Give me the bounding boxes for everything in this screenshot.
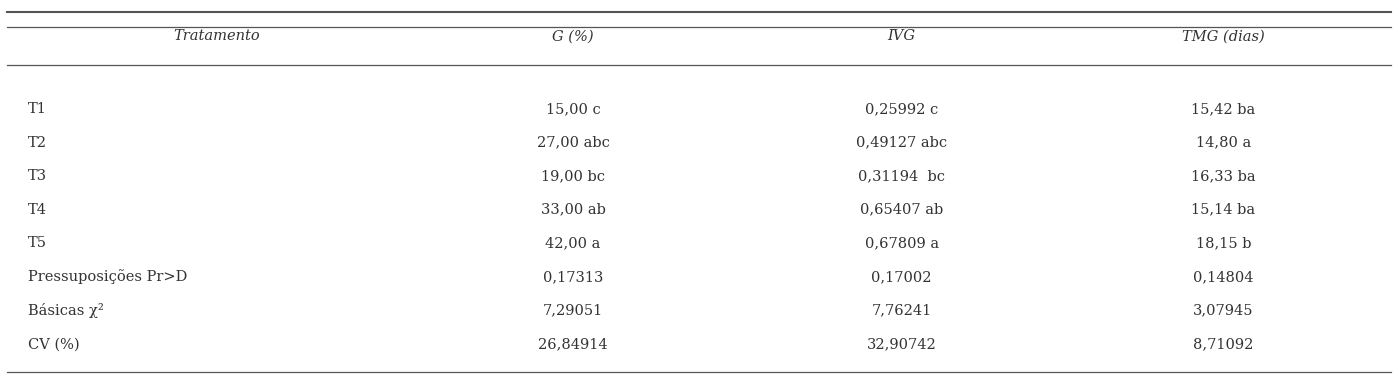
Text: 0,17002: 0,17002 [871,270,932,284]
Text: CV (%): CV (%) [28,337,80,351]
Text: 0,67809 a: 0,67809 a [864,237,939,250]
Text: T1: T1 [28,102,48,116]
Text: 8,71092: 8,71092 [1192,337,1254,351]
Text: T5: T5 [28,237,48,250]
Text: T3: T3 [28,169,48,183]
Text: 0,14804: 0,14804 [1192,270,1254,284]
Text: T2: T2 [28,136,48,149]
Text: 0,49127 abc: 0,49127 abc [856,136,948,149]
Text: 16,33 ba: 16,33 ba [1191,169,1255,183]
Text: 27,00 abc: 27,00 abc [537,136,610,149]
Text: 14,80 a: 14,80 a [1195,136,1251,149]
Text: 33,00 ab: 33,00 ab [541,203,605,217]
Text: G (%): G (%) [552,30,594,43]
Text: 32,90742: 32,90742 [867,337,937,351]
Text: 7,29051: 7,29051 [542,304,604,318]
Text: 0,31194  bc: 0,31194 bc [858,169,945,183]
Text: 42,00 a: 42,00 a [545,237,601,250]
Text: 0,17313: 0,17313 [542,270,604,284]
Text: 26,84914: 26,84914 [538,337,608,351]
Text: T4: T4 [28,203,48,217]
Text: IVG: IVG [888,30,916,43]
Text: 18,15 b: 18,15 b [1195,237,1251,250]
Text: TMG (dias): TMG (dias) [1181,30,1265,43]
Text: 15,00 c: 15,00 c [545,102,601,116]
Text: 15,14 ba: 15,14 ba [1191,203,1255,217]
Text: Pressuposições Pr>D: Pressuposições Pr>D [28,270,187,285]
Text: Tratamento: Tratamento [173,30,260,43]
Text: 0,25992 c: 0,25992 c [865,102,938,116]
Text: 15,42 ba: 15,42 ba [1191,102,1255,116]
Text: 7,76241: 7,76241 [871,304,932,318]
Text: 19,00 bc: 19,00 bc [541,169,605,183]
Text: Básicas χ²: Básicas χ² [28,303,103,318]
Text: 0,65407 ab: 0,65407 ab [860,203,944,217]
Text: 3,07945: 3,07945 [1192,304,1254,318]
